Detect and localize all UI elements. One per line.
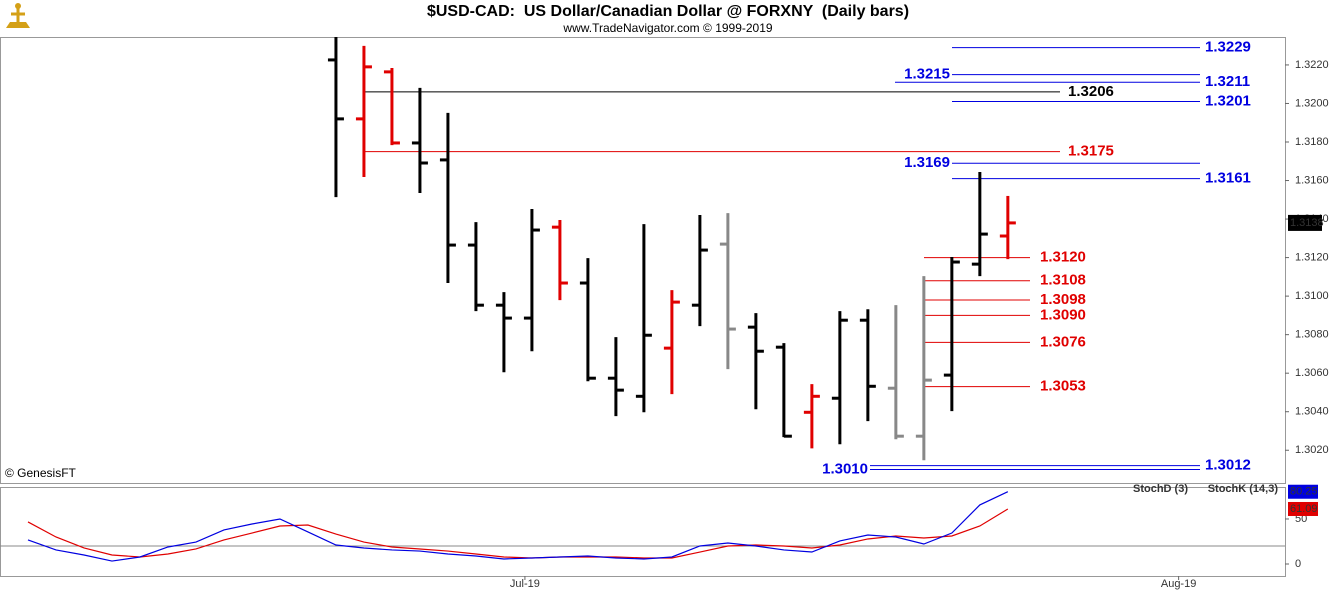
y-tick-label: 1.3180 xyxy=(1295,136,1329,148)
stoch-line xyxy=(27,508,1009,559)
price-panel xyxy=(0,37,1286,484)
x-tick-label: Jul-19 xyxy=(510,578,540,590)
level-label: 1.3206 xyxy=(1068,83,1114,100)
y-tick-label: 1.3060 xyxy=(1295,367,1329,379)
level-label: 1.3215 xyxy=(904,66,950,83)
level-label: 1.3108 xyxy=(1040,272,1086,289)
level-label: 1.3161 xyxy=(1205,170,1251,187)
y-tick-label: 1.3080 xyxy=(1295,329,1329,341)
level-label: 1.3010 xyxy=(822,460,868,477)
copyright: © GenesisFT xyxy=(5,466,77,480)
chart-subtitle: www.TradeNavigator.com © 1999-2019 xyxy=(562,21,772,35)
level-label: 1.3053 xyxy=(1040,378,1086,395)
level-label: 1.3090 xyxy=(1040,306,1086,323)
x-tick-label: Aug-19 xyxy=(1161,578,1196,590)
y-tick-label: 1.3220 xyxy=(1295,59,1329,71)
value-box xyxy=(1288,501,1318,516)
y-tick-label: 1.3040 xyxy=(1295,406,1329,418)
level-label: 1.3076 xyxy=(1040,333,1086,350)
stoch-panel xyxy=(0,487,1286,577)
stoch-line xyxy=(27,491,1009,562)
level-label: 1.3012 xyxy=(1205,457,1251,474)
y-tick-label: 1.3020 xyxy=(1295,444,1329,456)
level-label: 1.3229 xyxy=(1205,39,1251,56)
level-label: 1.3120 xyxy=(1040,249,1086,266)
y-tick-label: 1.3160 xyxy=(1295,174,1329,186)
level-label: 1.3201 xyxy=(1205,93,1251,110)
value-box xyxy=(1288,484,1318,499)
y-tick-label: 0 xyxy=(1295,558,1301,570)
logo xyxy=(6,3,30,28)
y-tick-label: 1.3120 xyxy=(1295,251,1329,263)
y-tick-label: 1.3200 xyxy=(1295,97,1329,109)
legend-entry: StochD (3) xyxy=(1133,483,1188,495)
last-price-label: 1.3138 xyxy=(1290,217,1324,229)
y-tick-label: 1.3100 xyxy=(1295,290,1329,302)
value-label: 61.09 xyxy=(1290,503,1318,515)
level-label: 1.3211 xyxy=(1205,73,1250,90)
level-label: 1.3175 xyxy=(1068,143,1114,160)
chart-title: $USD-CAD: US Dollar/Canadian Dollar @ FO… xyxy=(427,3,909,20)
legend-entry: StochK (14,3) xyxy=(1208,483,1279,495)
last-price-box xyxy=(1288,214,1322,231)
value-label: 80.25 xyxy=(1290,486,1318,498)
level-label: 1.3098 xyxy=(1040,291,1086,308)
level-label: 1.3169 xyxy=(904,154,950,171)
